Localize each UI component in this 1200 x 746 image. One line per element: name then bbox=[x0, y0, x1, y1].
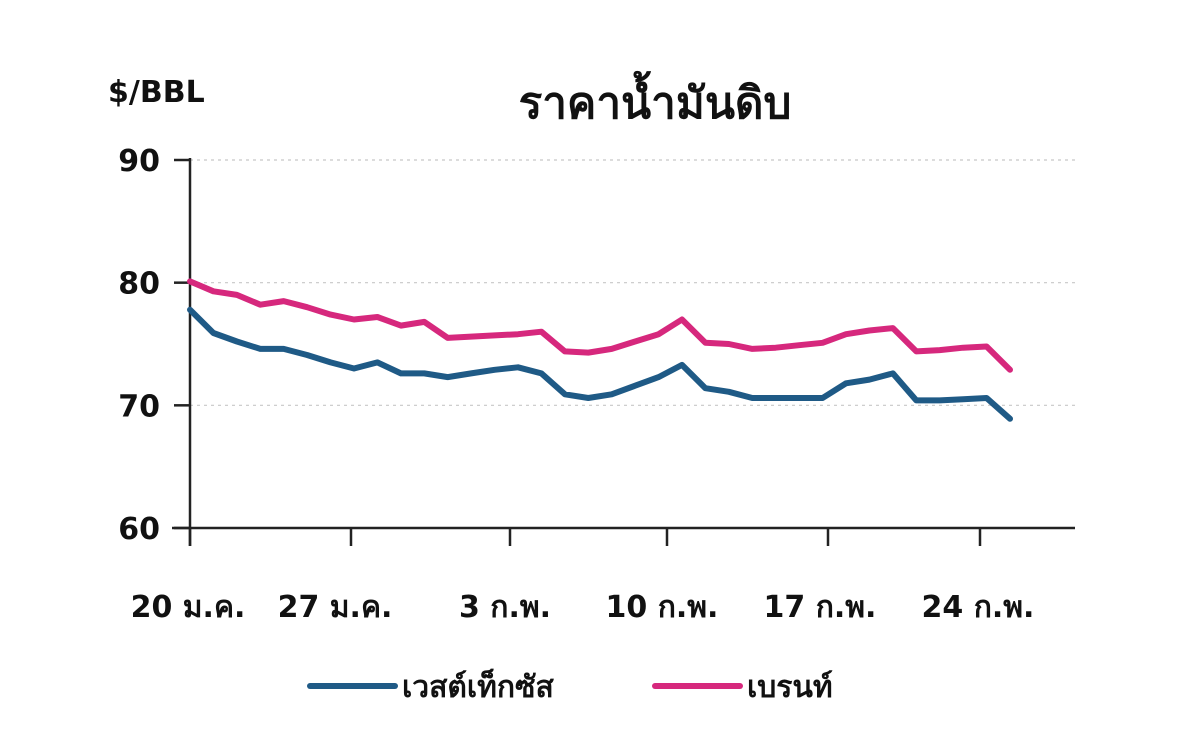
series-lines bbox=[187, 278, 1013, 422]
x-axis-ticks: 20 ม.ค. 27 ม.ค. 3 ก.พ. 10 ก.พ. 17 ก.พ. 24 ก.พ… bbox=[131, 528, 1035, 625]
legend-label-0: เวสต์เท็กซัส bbox=[402, 668, 554, 705]
chart-title: ราคาน้ำมันดิบ bbox=[519, 70, 792, 129]
x-tick-label: 3 ก.พ. bbox=[459, 590, 551, 625]
legend: เวสต์เท็กซัส เบรนท์ bbox=[307, 668, 833, 705]
y-axis-unit-label: $/BBL bbox=[108, 75, 205, 110]
y-tick-label: 90 bbox=[118, 144, 160, 179]
y-axis-ticks: 60 70 80 90 bbox=[118, 144, 190, 547]
series-line-0 bbox=[187, 306, 1013, 422]
y-tick-label: 60 bbox=[118, 512, 160, 547]
y-tick-label: 80 bbox=[118, 267, 160, 302]
series-line-1 bbox=[187, 278, 1013, 373]
x-tick-label: 24 ก.พ. bbox=[922, 590, 1035, 625]
x-tick-label: 10 ก.พ. bbox=[606, 590, 719, 625]
x-tick-label: 17 ก.พ. bbox=[764, 590, 877, 625]
x-tick-label: 27 ม.ค. bbox=[278, 590, 393, 625]
legend-label-1: เบรนท์ bbox=[747, 670, 833, 705]
y-tick-label: 70 bbox=[118, 389, 160, 424]
gridlines bbox=[190, 159, 1075, 406]
x-tick-label: 20 ม.ค. bbox=[131, 590, 246, 625]
